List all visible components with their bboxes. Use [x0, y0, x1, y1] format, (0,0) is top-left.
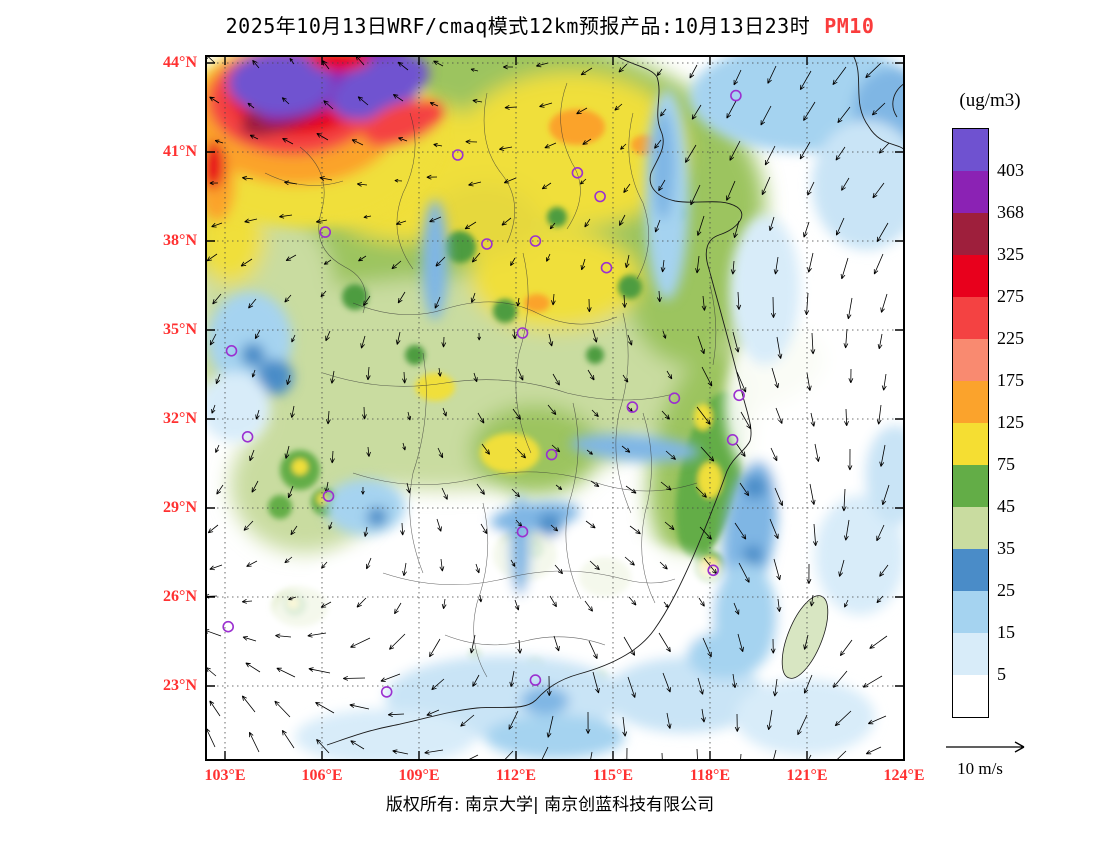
coastline — [326, 55, 905, 746]
wind-reference: 10 m/s — [928, 738, 1032, 779]
station-marker — [481, 238, 493, 250]
colorbar-tick-label: 5 — [997, 664, 1006, 684]
station-marker — [222, 620, 235, 633]
forecast-map — [205, 55, 905, 761]
colorbar-tick-label: 175 — [997, 370, 1024, 390]
province-boundaries — [264, 82, 717, 678]
taiwan-island — [781, 595, 829, 679]
station-marker — [225, 344, 238, 357]
plot-title-main: 2025年10月13日WRF/cmaq模式12km预报产品:10月13日23时 — [225, 14, 811, 38]
colorbar-segment — [953, 507, 988, 549]
station-marker — [529, 235, 542, 247]
colorbar-segment — [953, 297, 988, 339]
lat-tick-label: 29°N — [163, 499, 197, 516]
lat-tick-label: 41°N — [163, 143, 197, 160]
wind-reference-label: 10 m/s — [957, 759, 1003, 778]
lon-tick-label: 112°E — [495, 767, 537, 784]
lon-tick-label: 115°E — [592, 767, 634, 784]
colorbar-tick-label: 325 — [997, 244, 1024, 264]
lon-tick-label: 106°E — [301, 767, 343, 784]
lat-tick-label: 35°N — [163, 321, 197, 338]
colorbar-segment — [953, 381, 988, 423]
lat-tick-label: 23°N — [163, 677, 197, 694]
lat-tick-label: 44°N — [163, 54, 197, 71]
station-marker — [529, 674, 542, 686]
station-marker — [594, 190, 606, 203]
colorbar-tick-label: 368 — [997, 202, 1024, 222]
colorbar-tick-label: 403 — [997, 160, 1024, 180]
station-marker — [571, 167, 584, 179]
map-frame-border — [205, 55, 905, 761]
plot-title-pollutant: PM10 — [824, 14, 875, 38]
lon-tick-label: 124°E — [883, 767, 925, 784]
plot-title: 2025年10月13日WRF/cmaq模式12km预报产品:10月13日23时 P… — [0, 10, 1100, 39]
colorbar — [952, 128, 989, 718]
lat-tick-label: 38°N — [163, 232, 197, 249]
lat-tick-label: 26°N — [163, 588, 197, 605]
colorbar-segment — [953, 339, 988, 381]
station-marker — [516, 327, 529, 339]
lon-tick-label: 118°E — [689, 767, 731, 784]
colorbar-segment — [953, 213, 988, 255]
lon-tick-label: 109°E — [398, 767, 440, 784]
station-marker — [600, 261, 613, 274]
station-marker — [730, 89, 742, 102]
colorbar-tick-label: 25 — [997, 580, 1015, 600]
station-markers — [222, 89, 745, 698]
station-marker — [322, 490, 335, 502]
station-marker — [707, 564, 720, 577]
wind-arrows — [205, 55, 890, 761]
colorbar-segment — [953, 423, 988, 465]
colorbar-tick-label: 125 — [997, 412, 1024, 432]
colorbar-segment — [953, 171, 988, 213]
station-marker — [241, 430, 254, 443]
station-marker — [319, 226, 331, 238]
pm10-field-blues — [205, 55, 905, 761]
colorbar-tick-label: 275 — [997, 286, 1024, 306]
boundaries-layer — [264, 55, 905, 746]
colorbar-segment — [953, 633, 988, 675]
colorbar-tick-label: 15 — [997, 622, 1015, 642]
colorbar-tick-label: 35 — [997, 538, 1015, 558]
lat-tick-label: 32°N — [163, 410, 197, 427]
lon-tick-label: 121°E — [786, 767, 828, 784]
colorbar-tick-label: 225 — [997, 328, 1024, 348]
map-area — [205, 55, 905, 761]
colorbar-segment — [953, 465, 988, 507]
station-marker — [452, 149, 464, 161]
station-marker — [516, 525, 529, 538]
station-marker — [733, 389, 745, 402]
pm10-hotspot-northwest — [205, 55, 444, 228]
station-marker — [626, 401, 639, 413]
colorbar-segment — [953, 129, 988, 171]
wind-reference-arrow — [946, 741, 1025, 753]
lon-tick-label: 103°E — [204, 767, 246, 784]
colorbar-segment — [953, 255, 988, 297]
colorbar-segment — [953, 549, 988, 591]
colorbar-segment — [953, 675, 988, 717]
station-marker — [668, 392, 681, 405]
copyright-footer: 版权所有: 南京大学| 南京创蓝科技有限公司 — [385, 795, 715, 815]
station-marker — [726, 433, 739, 446]
station-marker — [380, 686, 393, 698]
station-marker — [545, 448, 558, 461]
colorbar-tick-label: 75 — [997, 454, 1015, 474]
colorbar-unit: (ug/m3) — [959, 90, 1021, 111]
colorbar-tick-label: 45 — [997, 496, 1015, 516]
colorbar-segment — [953, 591, 988, 633]
